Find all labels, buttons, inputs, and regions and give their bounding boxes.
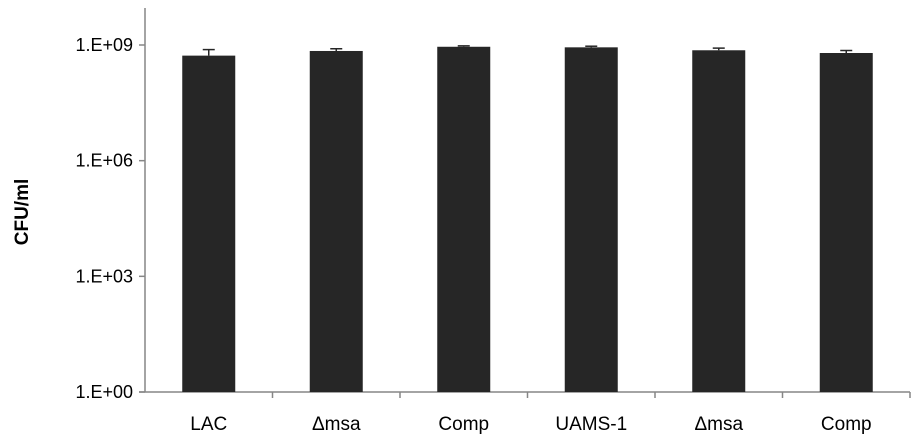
x-tick-label: Comp	[821, 414, 872, 435]
bar	[309, 50, 363, 393]
y-tick-label: 1.E+00	[75, 382, 133, 402]
bar	[182, 55, 236, 392]
x-tick-label: UAMS-1	[555, 414, 627, 435]
chart-axes	[139, 8, 911, 398]
y-tick-label: 1.E+03	[75, 266, 133, 286]
bar	[564, 47, 618, 392]
x-tick-label: LAC	[190, 414, 227, 435]
y-tick-label: 1.E+09	[75, 35, 133, 55]
y-axis-ticks: 1.E+00 1.E+03 1.E+06 1.E+09	[75, 35, 145, 402]
x-tick-label: Δmsa	[312, 414, 361, 435]
x-tick-label: Δmsa	[694, 414, 743, 435]
bar	[819, 53, 873, 392]
x-tick-label: Comp	[438, 414, 489, 435]
bars	[182, 46, 873, 393]
bar	[692, 50, 746, 393]
error-bars	[202, 45, 853, 56]
x-axis-labels: LAC Δmsa Comp UAMS-1 Δmsa Comp	[190, 414, 871, 435]
bar	[437, 46, 491, 392]
y-tick-label: 1.E+06	[75, 151, 133, 171]
y-axis-title: CFU/ml	[12, 179, 33, 246]
